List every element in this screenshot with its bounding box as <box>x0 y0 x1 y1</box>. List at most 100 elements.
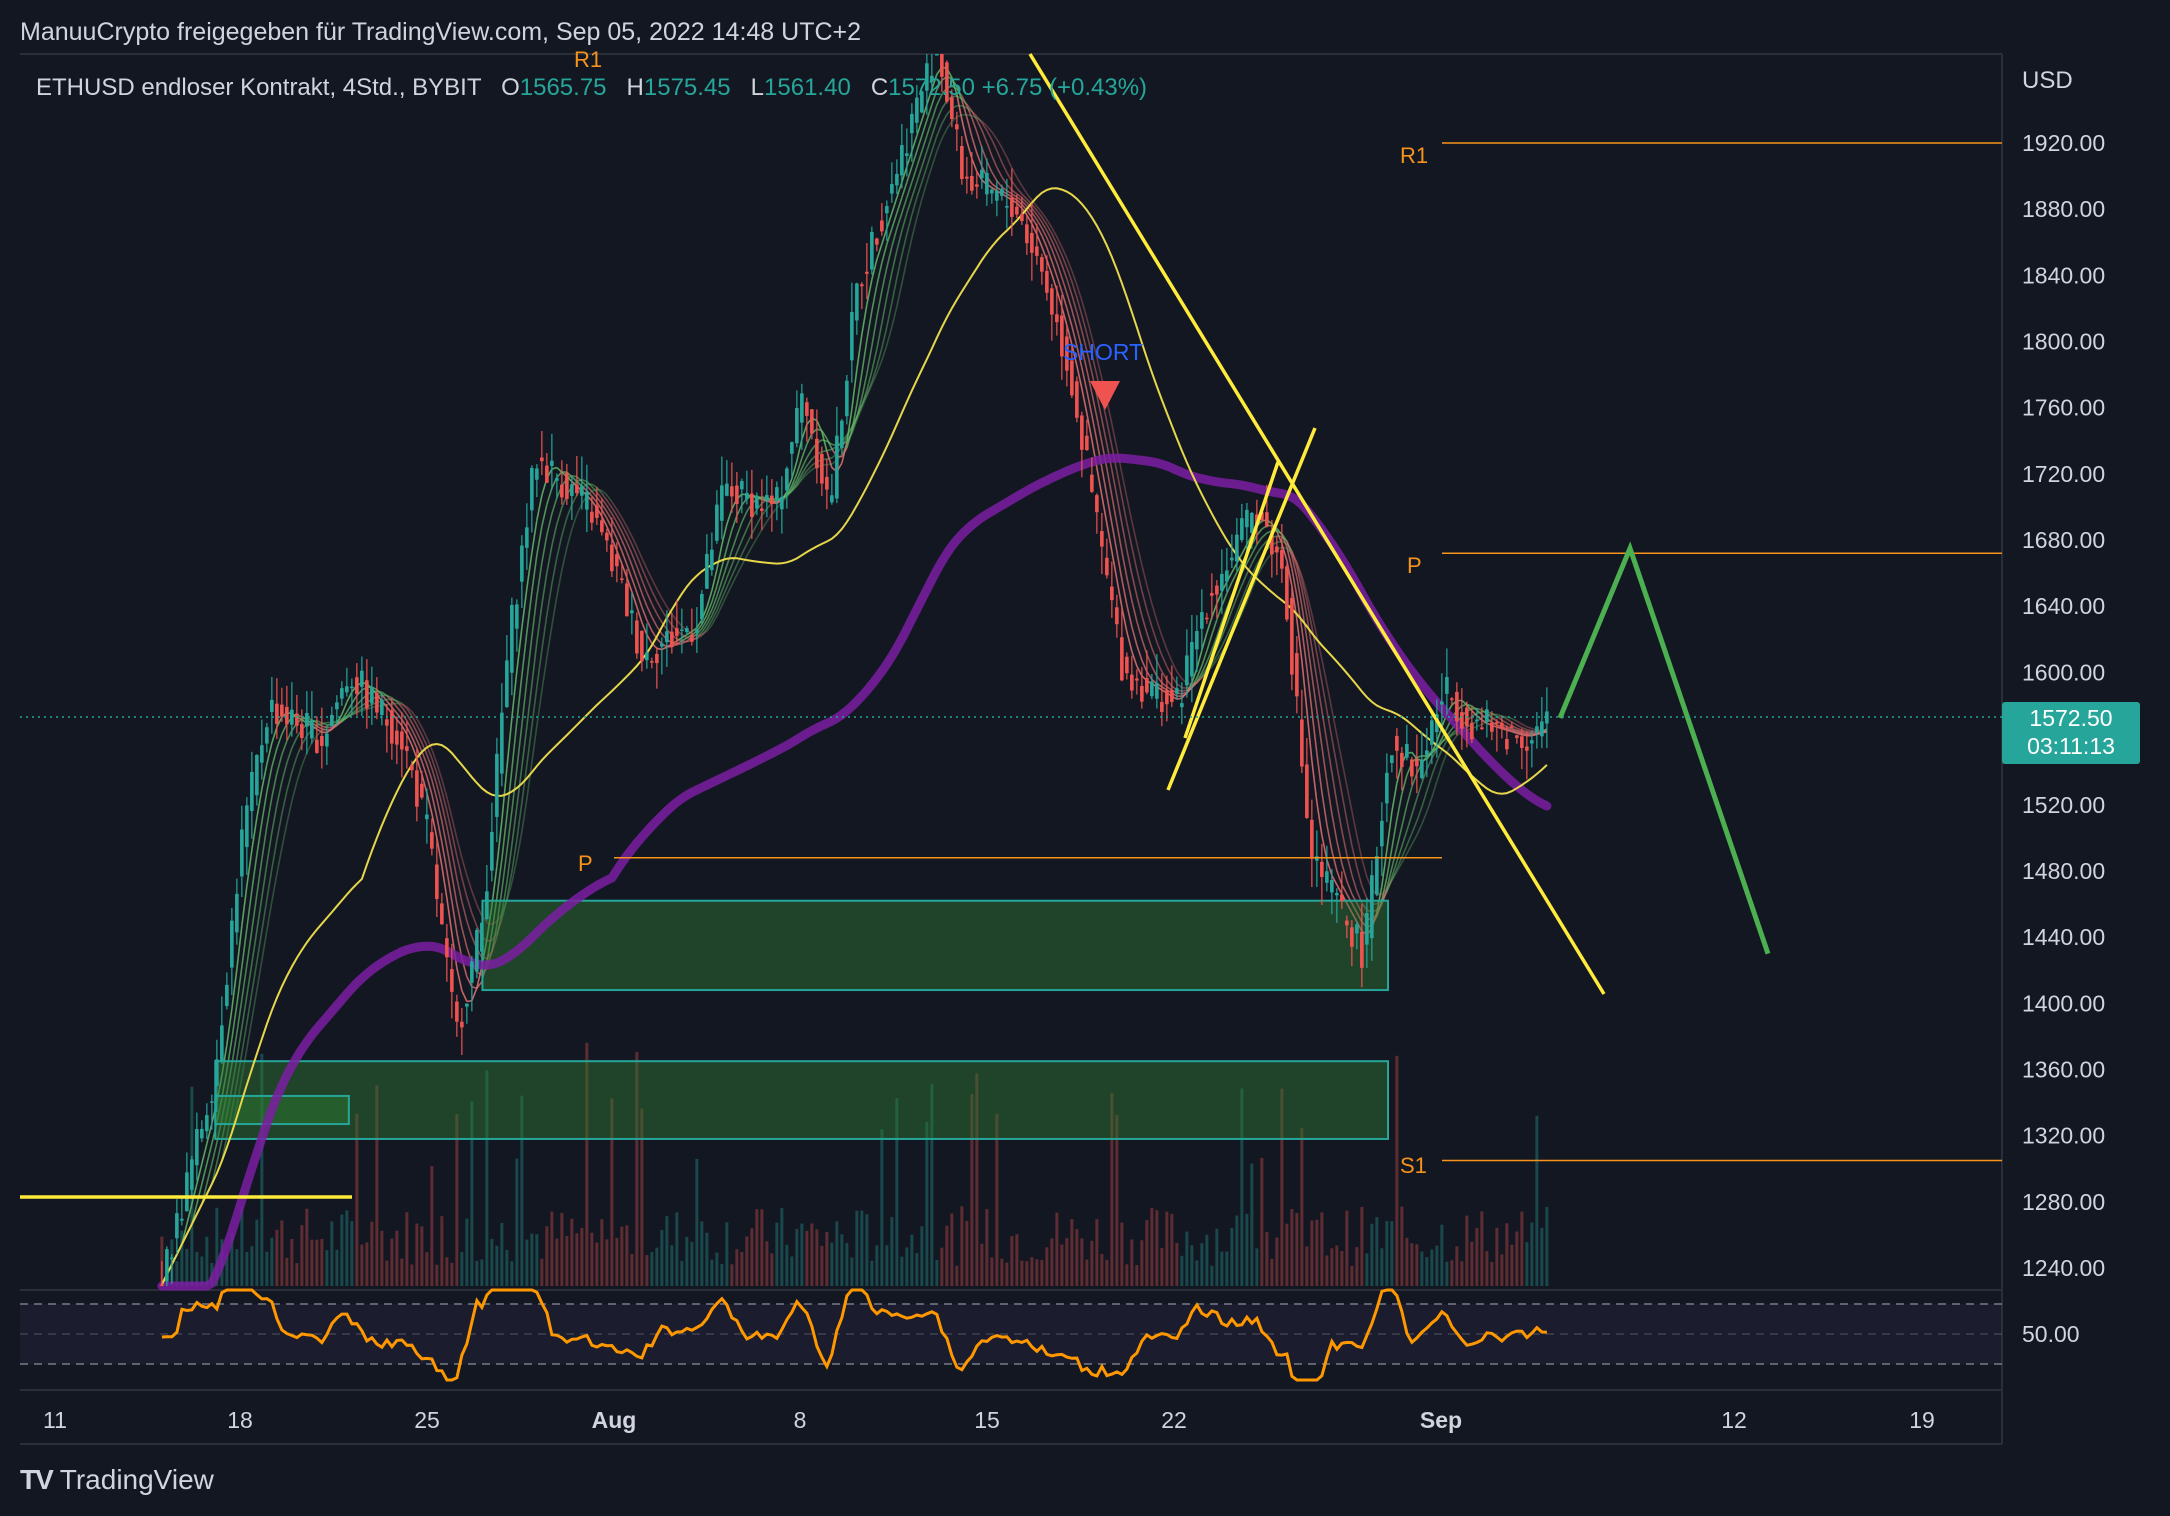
ribbon-segment <box>1426 775 1433 792</box>
ribbon-segment <box>746 517 753 530</box>
ribbon-segment <box>976 131 983 148</box>
candle-body <box>785 468 789 491</box>
ribbon-segment <box>906 166 913 183</box>
ribbon-segment <box>1356 902 1363 913</box>
price-tick: 1360.00 <box>2022 1056 2105 1082</box>
ribbon-segment <box>701 614 708 625</box>
ribbon-segment <box>1001 186 1008 192</box>
ribbon-segment <box>431 779 438 799</box>
candle-body <box>1060 315 1064 357</box>
ribbon-segment <box>931 74 938 90</box>
volume-bar <box>545 1226 549 1286</box>
ribbon-segment <box>516 831 523 860</box>
candle-body <box>180 1218 184 1221</box>
volume-bar <box>1480 1211 1484 1286</box>
volume-bar <box>1065 1238 1069 1286</box>
candle-body <box>1450 698 1454 700</box>
ribbon-segment <box>1336 870 1343 885</box>
ribbon-segment <box>1306 709 1313 761</box>
projection-path[interactable] <box>1557 541 1771 955</box>
symbol-legend[interactable]: ETHUSD endloser Kontrakt, 4Std., BYBIT O… <box>36 74 1147 102</box>
ribbon-segment <box>1001 147 1008 158</box>
candle-body <box>370 686 374 704</box>
ribbon-segment <box>606 499 613 509</box>
volume-bar <box>205 1236 209 1286</box>
volume-bar <box>295 1263 299 1286</box>
demand-zones[interactable] <box>214 899 1389 1140</box>
ribbon-segment <box>1491 712 1498 718</box>
volume-bar <box>1020 1260 1024 1286</box>
volume-bar <box>1060 1244 1064 1286</box>
volume-bar <box>1200 1243 1204 1286</box>
ribbon-segment <box>1051 249 1058 263</box>
ribbon-segment <box>1476 715 1483 721</box>
ribbon-segment <box>391 706 398 714</box>
ribbon-segment <box>1306 638 1313 676</box>
demand-zone[interactable] <box>481 899 1389 992</box>
ribbon-segment <box>1306 601 1313 627</box>
volume-bar <box>485 1070 489 1286</box>
ribbon-segment <box>331 724 338 728</box>
ribbon-segment <box>1296 562 1303 577</box>
volume-bar <box>1170 1213 1174 1286</box>
ribbon-segment <box>1206 617 1213 634</box>
ribbon-segment <box>541 657 548 691</box>
ribbon-segment <box>976 115 983 124</box>
trendline[interactable] <box>1028 53 1606 995</box>
open-value: 1565.75 <box>519 74 607 101</box>
time-tick: 12 <box>1721 1407 1747 1433</box>
demand-zone[interactable] <box>214 1060 1389 1140</box>
ribbon-segment <box>1381 890 1388 900</box>
volume-bar <box>925 1121 929 1286</box>
volume-bar <box>1350 1265 1354 1286</box>
volume-bar <box>245 1252 249 1286</box>
candle-body <box>160 1284 164 1287</box>
ribbon-segment <box>1011 180 1018 189</box>
ribbon-segment <box>1326 683 1333 710</box>
ribbon-segment <box>266 766 273 792</box>
volume-bar <box>855 1210 859 1286</box>
trendlines[interactable] <box>20 53 1606 1199</box>
trendline[interactable] <box>1183 461 1280 739</box>
volume-bar <box>510 1261 514 1286</box>
tradingview-logo[interactable]: TV TradingView <box>20 1464 214 1496</box>
ribbon-segment <box>1191 681 1198 685</box>
ribbon-segment <box>1066 325 1073 345</box>
ribbon-segment <box>276 781 283 806</box>
ribbon-segment <box>561 547 568 571</box>
candle-body <box>365 680 369 709</box>
volume-bar <box>270 1237 274 1286</box>
ribbon-segment <box>856 334 863 370</box>
demand-zone[interactable] <box>214 1094 350 1126</box>
candle-body <box>905 153 909 156</box>
ribbon-segment <box>1221 635 1228 647</box>
ribbon-segment <box>1011 193 1018 198</box>
ribbon-segment <box>551 466 558 470</box>
ribbon-segment <box>1416 823 1423 836</box>
ribbon-segment <box>871 284 878 312</box>
volume-bar <box>1495 1227 1499 1286</box>
ribbon-segment <box>896 212 903 229</box>
ribbon-segment <box>621 523 628 535</box>
ribbon-segment <box>546 513 553 536</box>
trendline[interactable] <box>1166 427 1317 791</box>
ribbon-segment <box>906 197 913 214</box>
ribbon-segment <box>276 754 283 774</box>
ribbon-segment <box>601 503 608 513</box>
volume-bar <box>1425 1257 1429 1286</box>
ribbon-segment <box>276 847 283 875</box>
ribbon-segment <box>656 600 663 611</box>
ribbon-segment <box>186 1203 193 1225</box>
ribbon-segment <box>496 913 503 923</box>
ribbon-segment <box>1401 775 1408 795</box>
ribbon-segment <box>851 417 858 428</box>
candle-body <box>635 620 639 654</box>
ribbon-segment <box>801 470 808 479</box>
ribbon-segment <box>1236 599 1243 613</box>
ribbon-segment <box>1226 610 1233 625</box>
ribbon-segment <box>661 597 668 608</box>
pivot-lines[interactable] <box>614 142 2002 1162</box>
candle-body <box>705 553 709 589</box>
ribbon-segment <box>966 113 973 117</box>
